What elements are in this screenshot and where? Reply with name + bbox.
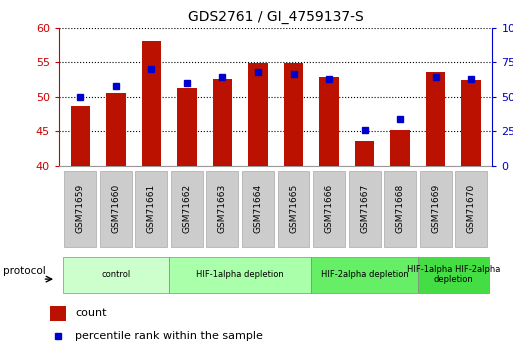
Text: GSM71660: GSM71660 [111,184,121,233]
Text: HIF-1alpha HIF-2alpha
depletion: HIF-1alpha HIF-2alpha depletion [407,265,500,284]
Bar [355,141,374,166]
Text: count: count [75,308,106,318]
Text: GSM71669: GSM71669 [431,184,440,233]
Text: protocol: protocol [3,266,46,276]
Text: GSM71663: GSM71663 [218,184,227,233]
Text: HIF-2alpha depletion: HIF-2alpha depletion [321,270,408,279]
Text: GSM71659: GSM71659 [76,184,85,233]
Text: GSM71668: GSM71668 [396,184,405,233]
FancyBboxPatch shape [242,171,274,247]
Text: GSM71661: GSM71661 [147,184,156,233]
Text: GSM71665: GSM71665 [289,184,298,233]
Text: HIF-1alpha depletion: HIF-1alpha depletion [196,270,284,279]
Bar [106,93,126,166]
Bar [426,72,445,166]
Text: GSM71666: GSM71666 [325,184,333,233]
Text: GSM71664: GSM71664 [253,184,263,233]
FancyBboxPatch shape [313,171,345,247]
Text: GSM71670: GSM71670 [467,184,476,233]
Bar [284,63,303,166]
FancyBboxPatch shape [348,171,381,247]
FancyBboxPatch shape [63,257,169,293]
FancyBboxPatch shape [278,171,309,247]
FancyBboxPatch shape [64,171,96,247]
Bar [390,130,410,166]
FancyBboxPatch shape [135,171,167,247]
FancyBboxPatch shape [206,171,239,247]
Bar [50,306,66,321]
Bar [213,79,232,166]
FancyBboxPatch shape [311,257,418,293]
Bar [177,88,196,166]
FancyBboxPatch shape [100,171,132,247]
Bar [142,41,161,166]
Bar [461,80,481,166]
Text: control: control [101,270,130,279]
FancyBboxPatch shape [169,257,311,293]
Bar [71,106,90,166]
Text: percentile rank within the sample: percentile rank within the sample [75,331,263,341]
FancyBboxPatch shape [420,171,451,247]
Title: GDS2761 / GI_4759137-S: GDS2761 / GI_4759137-S [188,10,364,24]
Bar [319,77,339,166]
FancyBboxPatch shape [171,171,203,247]
Bar [248,63,268,166]
FancyBboxPatch shape [384,171,416,247]
Text: GSM71662: GSM71662 [183,184,191,233]
FancyBboxPatch shape [455,171,487,247]
Text: GSM71667: GSM71667 [360,184,369,233]
FancyBboxPatch shape [418,257,489,293]
